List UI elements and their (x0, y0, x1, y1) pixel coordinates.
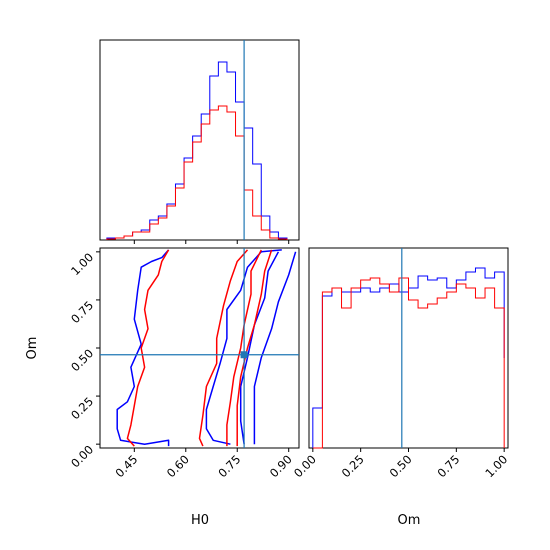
hist-om-x-tick-label-1: 0.25 (339, 452, 367, 480)
contour-h0-om-frame (99, 247, 300, 449)
y-axis-label-om: Om (25, 337, 40, 360)
hist-h0-panel (106, 40, 290, 244)
contour-line-3 (116, 249, 170, 447)
contour-panel: 0.45 0.60 0.75 0.90 0.00 0.25 0.50 0.75 1.00 (68, 248, 299, 480)
contour-x-tick-label-3: 0.90 (267, 452, 295, 480)
hist-om-series-1 (312, 277, 505, 449)
truth-point (240, 351, 248, 359)
contour-line-4 (236, 249, 273, 447)
hist-h0-frame (99, 39, 300, 241)
contour-y-tick-label-4: 1.00 (68, 250, 96, 278)
hist-h0-series-1 (106, 105, 288, 240)
hist-h0-series-0 (106, 61, 288, 240)
contour-line-1 (253, 251, 297, 445)
hist-om-x-tick-label-4: 1.00 (482, 452, 510, 480)
contour-line-0 (239, 251, 280, 445)
hist-om-x-tick-label-2: 0.50 (387, 452, 415, 480)
hist-om-panel: 0.00 0.25 0.50 0.75 1.00 (291, 248, 510, 480)
contour-y-tick-label-3: 0.75 (68, 298, 96, 326)
contour-y-tick-label-1: 0.25 (68, 394, 96, 422)
x-axis-label-om: Om (398, 513, 421, 528)
contour-y-tick-label-2: 0.50 (68, 346, 96, 374)
x-axis-label-h0: H0 (191, 513, 209, 528)
contour-line-5 (226, 249, 262, 447)
contour-lines (116, 249, 297, 447)
hist-om-x-tick-label-0: 0.00 (291, 452, 319, 480)
contour-line-6 (198, 249, 249, 447)
contour-x-tick-label-0: 0.45 (112, 452, 140, 480)
contour-x-tick-label-1: 0.60 (164, 452, 192, 480)
hist-om-x-tick-label-3: 0.75 (434, 452, 462, 480)
contour-x-tick-label-2: 0.75 (215, 452, 243, 480)
contour-line-7 (126, 249, 170, 447)
contour-y-tick-label-0: 0.00 (68, 442, 96, 470)
contour-line-2 (205, 249, 282, 445)
